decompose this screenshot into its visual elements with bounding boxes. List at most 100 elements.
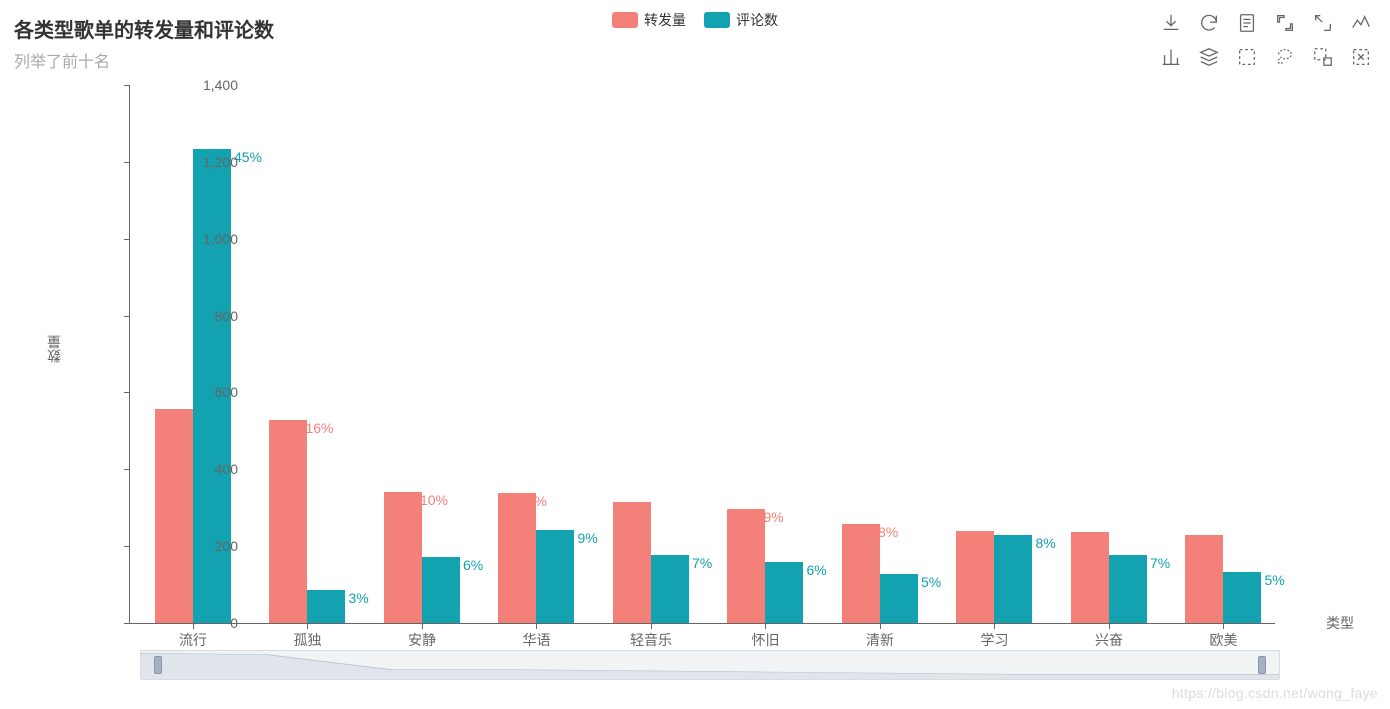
bar-label-series2: 5% [1264, 572, 1284, 588]
x-tick-label: 孤独 [293, 630, 321, 650]
x-tick-label: 轻音乐 [630, 630, 672, 650]
bar-series2[interactable] [1109, 555, 1147, 623]
x-tick-mark [994, 623, 995, 629]
y-tick-label: 1,200 [178, 154, 238, 170]
y-tick-label: 0 [178, 615, 238, 631]
bar-label-series1: 8% [878, 524, 898, 540]
y-tick-mark [124, 623, 130, 624]
bar-label-series1: 10% [420, 492, 448, 508]
bar-chart-icon[interactable] [1160, 46, 1182, 68]
zoom-icon[interactable] [1274, 12, 1296, 34]
legend-label-series1: 转发量 [644, 10, 686, 30]
line-chart-icon[interactable] [1350, 12, 1372, 34]
y-tick-label: 200 [178, 538, 238, 554]
y-axis-line [129, 85, 130, 623]
zoom-reset-icon[interactable] [1312, 12, 1334, 34]
x-tick-label: 兴奋 [1095, 630, 1123, 650]
y-tick-mark [124, 162, 130, 163]
y-tick-mark [124, 316, 130, 317]
legend-swatch-series1 [612, 12, 638, 28]
bar-label-series1: 16% [305, 420, 333, 436]
bar-series2[interactable] [994, 535, 1032, 623]
x-tick-label: 学习 [980, 630, 1008, 650]
y-tick-mark [124, 392, 130, 393]
keep-select-icon[interactable] [1312, 46, 1334, 68]
bar-series2[interactable] [880, 574, 918, 623]
bar-series1[interactable] [1185, 535, 1223, 623]
slider-handle-left[interactable] [154, 656, 162, 674]
bar-series2[interactable] [422, 557, 460, 623]
legend-item-series1[interactable]: 转发量 [612, 10, 686, 30]
x-tick-label: 欧美 [1209, 630, 1237, 650]
bar-series2[interactable] [307, 590, 345, 623]
bar-label-series2: 6% [806, 562, 826, 578]
x-tick-mark [1109, 623, 1110, 629]
y-tick-label: 800 [178, 308, 238, 324]
chart-plot-area: %45%16%3%10%6%%9%7%9%6%8%5%8%7%5% [130, 85, 1275, 623]
bar-label-series1: 9% [763, 509, 783, 525]
bar-series1[interactable] [727, 509, 765, 623]
select-rect-icon[interactable] [1236, 46, 1258, 68]
y-axis-title: 数量 [44, 335, 64, 363]
clear-select-icon[interactable] [1350, 46, 1372, 68]
slider-handle-right[interactable] [1258, 656, 1266, 674]
save-image-icon[interactable] [1160, 12, 1182, 34]
bar-series2[interactable] [536, 530, 574, 623]
bar-label-series2: 7% [692, 555, 712, 571]
bar-series1[interactable] [1071, 532, 1109, 623]
select-lasso-icon[interactable] [1274, 46, 1296, 68]
slider-sparkline [141, 651, 1279, 679]
data-view-icon[interactable] [1236, 12, 1258, 34]
bar-series1[interactable] [956, 531, 994, 623]
legend-swatch-series2 [704, 12, 730, 28]
y-tick-label: 600 [178, 384, 238, 400]
y-tick-label: 400 [178, 461, 238, 477]
x-tick-mark [422, 623, 423, 629]
bar-label-series2: 45% [234, 149, 262, 165]
toolbox [1160, 12, 1372, 68]
bar-series1[interactable] [155, 409, 193, 623]
x-tick-mark [880, 623, 881, 629]
data-zoom-slider[interactable] [140, 650, 1280, 680]
x-axis-line [130, 623, 1275, 624]
chart-subtitle: 列举了前十名 [14, 48, 110, 72]
x-tick-mark [536, 623, 537, 629]
bar-series1[interactable] [498, 493, 536, 623]
bar-series1[interactable] [269, 420, 307, 623]
toolbox-row-2 [1160, 46, 1372, 68]
x-tick-mark [1223, 623, 1224, 629]
bar-series1[interactable] [842, 524, 880, 623]
bar-label-series1: % [534, 493, 546, 509]
bar-label-series2: 6% [463, 557, 483, 573]
watermark: https://blog.csdn.net/wong_faye [1172, 685, 1378, 701]
y-tick-mark [124, 85, 130, 86]
bar-label-series2: 3% [348, 590, 368, 606]
bar-series2[interactable] [1223, 572, 1261, 623]
x-tick-mark [307, 623, 308, 629]
bar-series1[interactable] [384, 492, 422, 623]
y-tick-label: 1,400 [178, 77, 238, 93]
bar-label-series2: 8% [1035, 535, 1055, 551]
y-tick-mark [124, 546, 130, 547]
stack-icon[interactable] [1198, 46, 1220, 68]
x-tick-label: 流行 [179, 630, 207, 650]
refresh-icon[interactable] [1198, 12, 1220, 34]
bar-series2[interactable] [651, 555, 689, 623]
x-tick-label: 安静 [408, 630, 436, 650]
toolbox-row-1 [1160, 12, 1372, 34]
x-tick-mark [651, 623, 652, 629]
legend-item-series2[interactable]: 评论数 [704, 10, 778, 30]
bar-label-series2: 5% [921, 574, 941, 590]
x-axis-title: 类型 [1326, 613, 1354, 633]
y-tick-mark [124, 469, 130, 470]
bar-label-series2: 9% [577, 530, 597, 546]
x-tick-label: 清新 [866, 630, 894, 650]
x-tick-mark [765, 623, 766, 629]
bar-series2[interactable] [765, 562, 803, 623]
x-tick-label: 华语 [522, 630, 550, 650]
legend-label-series2: 评论数 [736, 10, 778, 30]
bar-label-series2: 7% [1150, 555, 1170, 571]
y-tick-label: 1,000 [178, 231, 238, 247]
x-tick-label: 怀旧 [751, 630, 779, 650]
bar-series1[interactable] [613, 502, 651, 623]
